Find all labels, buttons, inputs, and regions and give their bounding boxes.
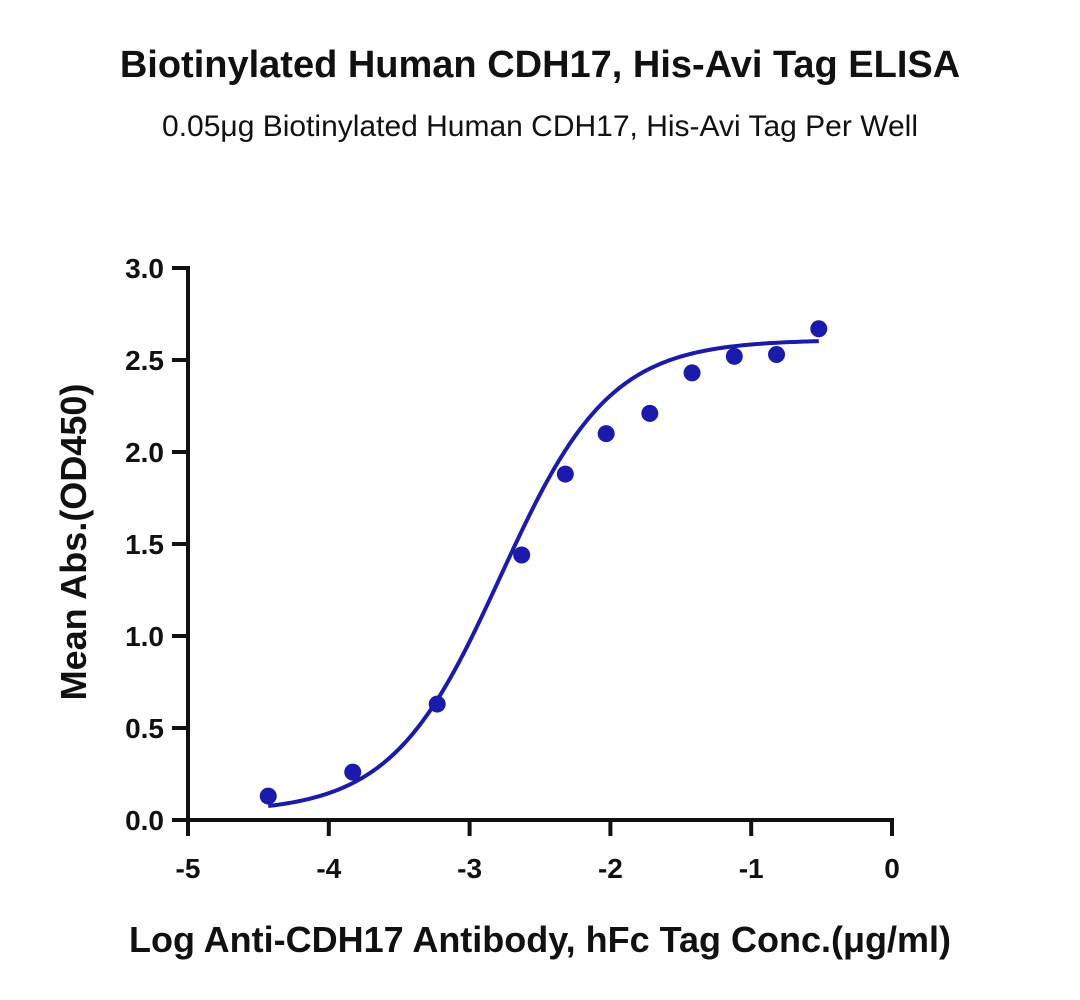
y-tick-label: 0.0 <box>125 805 164 836</box>
y-tick-label: 1.5 <box>125 529 164 560</box>
x-tick-label: 0 <box>884 853 900 884</box>
chart-subtitle: 0.05μg Biotinylated Human CDH17, His-Avi… <box>162 110 918 143</box>
data-point <box>597 425 615 443</box>
y-tick-label: 3.0 <box>125 253 164 284</box>
data-points-layer <box>259 320 828 805</box>
x-tick-label: -5 <box>176 853 201 884</box>
y-tick-label: 1.0 <box>125 621 164 652</box>
fit-curve <box>268 339 819 809</box>
data-point <box>513 546 531 564</box>
data-point <box>683 364 701 382</box>
y-axis-title: Mean Abs.(OD450) <box>53 384 94 701</box>
data-point <box>556 465 574 483</box>
data-point <box>259 787 277 805</box>
chart-title: Biotinylated Human CDH17, His-Avi Tag EL… <box>119 44 961 86</box>
y-tick-label: 0.5 <box>125 713 164 744</box>
data-point <box>428 695 446 713</box>
x-tick-label: -4 <box>316 853 341 884</box>
x-axis-title: Log Anti-CDH17 Antibody, hFc Tag Conc.(μ… <box>129 919 951 960</box>
x-tick-label: -1 <box>739 853 764 884</box>
y-tick-label: 2.5 <box>125 345 164 376</box>
data-point <box>768 345 786 363</box>
data-point <box>344 763 362 781</box>
axes: 0.0 0.5 1.0 1.5 2.0 2.5 3.0 -5 -4 -3 -2 -1 0 <box>125 253 900 884</box>
x-tick-label: -3 <box>457 853 482 884</box>
data-point <box>810 320 828 338</box>
data-point <box>725 347 743 365</box>
fit-curve-layer <box>268 339 819 809</box>
y-tick-label: 2.0 <box>125 437 164 468</box>
data-point <box>641 404 659 422</box>
x-tick-label: -2 <box>598 853 623 884</box>
